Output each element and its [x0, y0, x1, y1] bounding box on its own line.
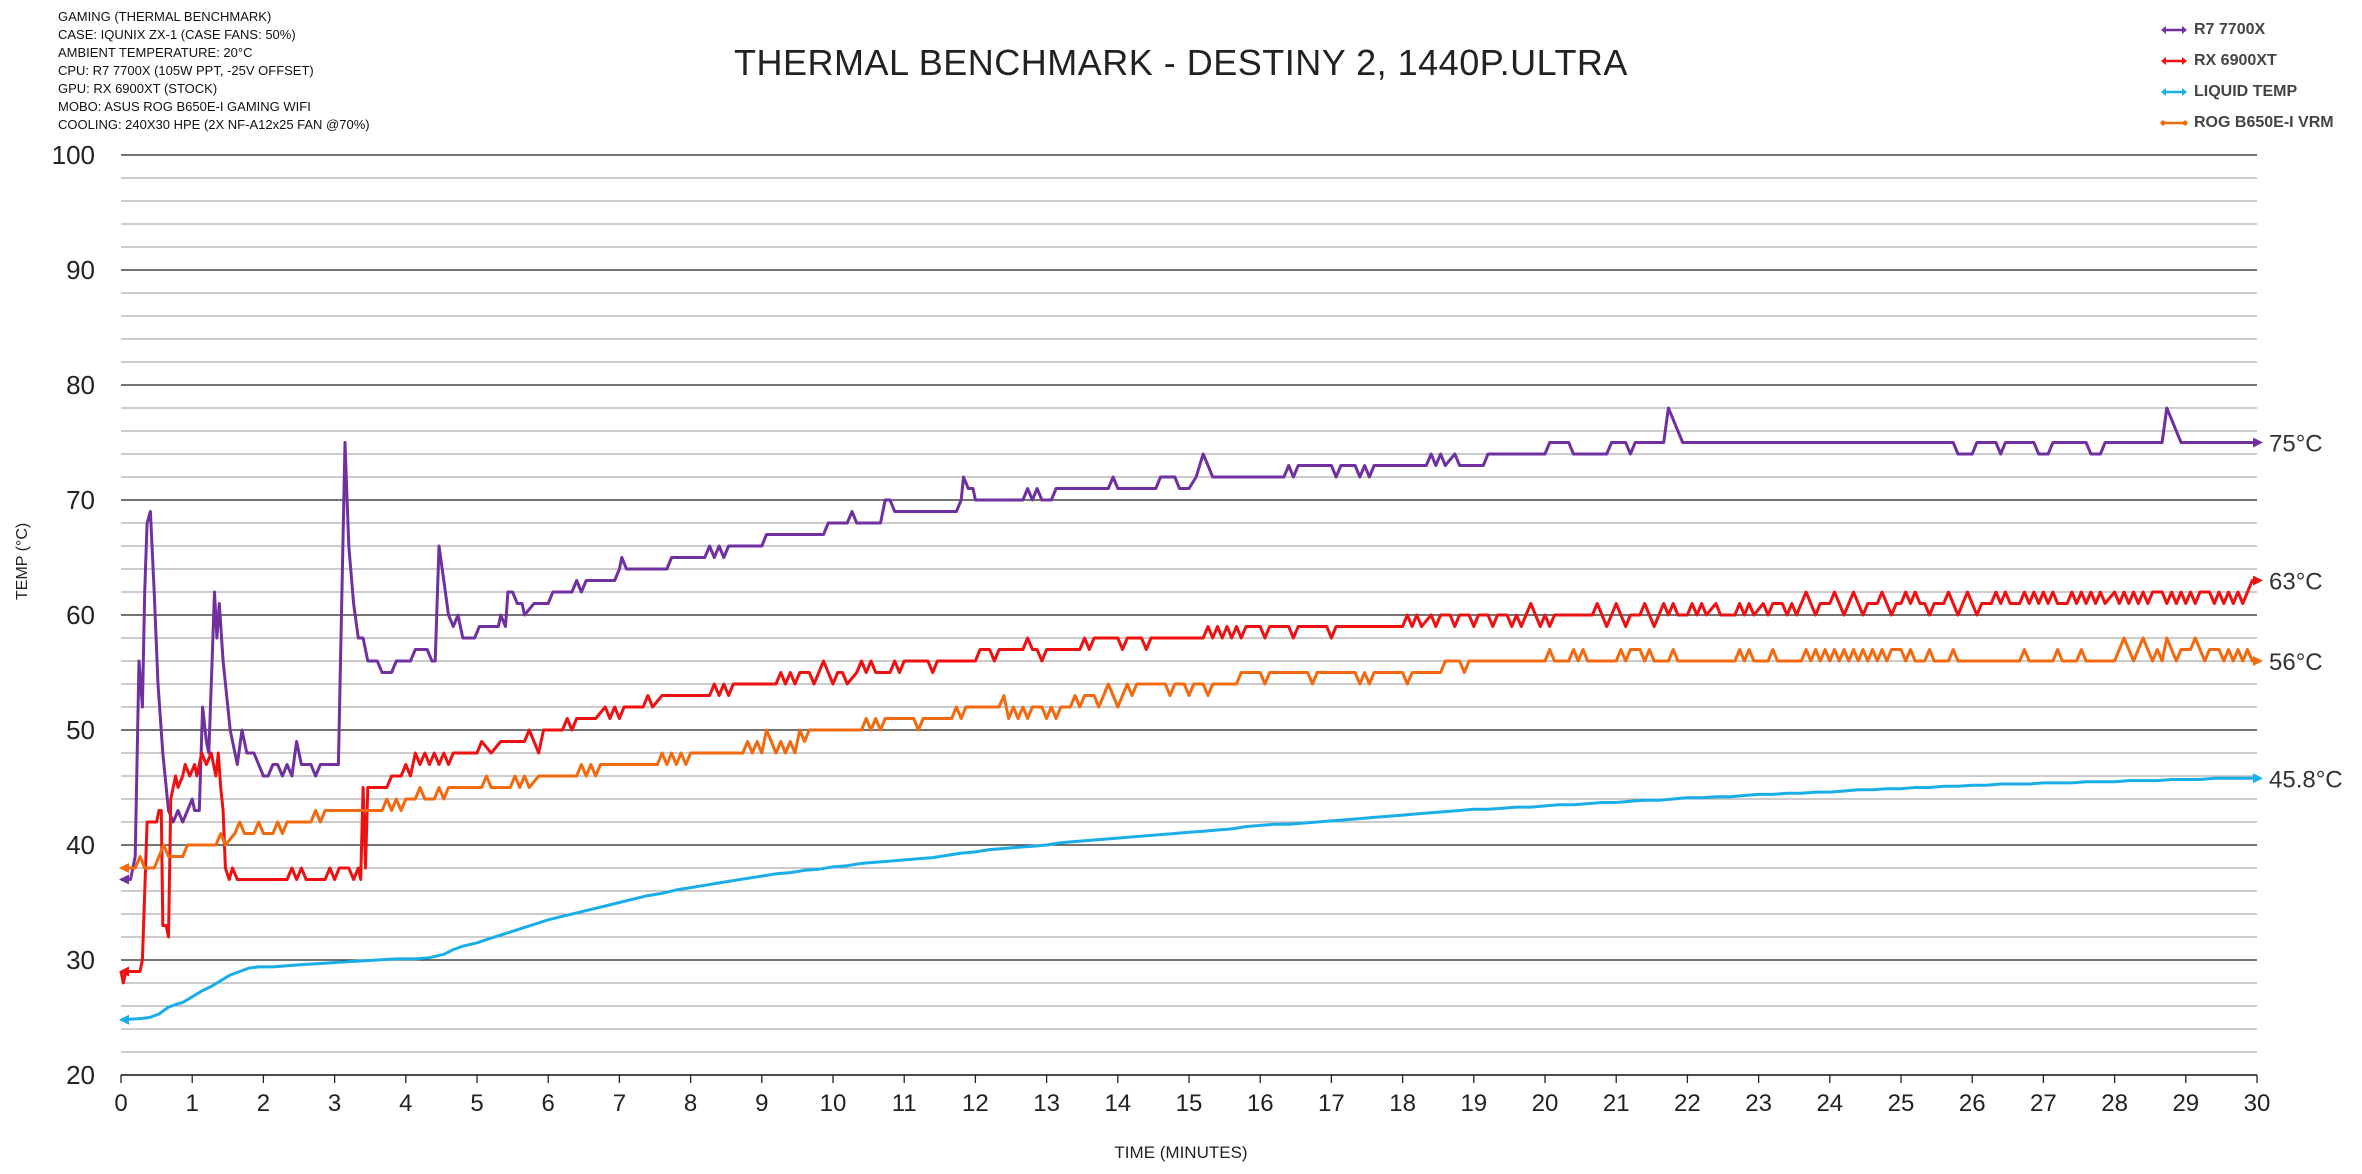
- info-line: GAMING (THERMAL BENCHMARK): [58, 9, 272, 24]
- series-line-rog-b650e-i-vrm: [121, 636, 2257, 870]
- info-line: CPU: R7 7700X (105W PPT, -25V OFFSET): [58, 63, 314, 78]
- x-axis-title: TIME (MINUTES): [1114, 1143, 1248, 1162]
- series-end-label-r7-7700x: 75°C: [2269, 431, 2323, 458]
- x-tick-label: 2: [257, 1090, 270, 1117]
- series-end-label-liquid-temp: 45.8°C: [2269, 766, 2343, 793]
- x-tick-label: 25: [1888, 1090, 1915, 1117]
- legend-swatch-rog-b650e-vrm: [2160, 120, 2188, 125]
- series-start-marker-liquid-temp: [119, 1014, 129, 1025]
- x-tick-label: 30: [2244, 1090, 2271, 1117]
- x-tick-label: 11: [892, 1090, 917, 1117]
- x-tick-label: 21: [1603, 1090, 1630, 1117]
- x-tick-label: 15: [1176, 1090, 1203, 1117]
- legend-label: RX 6900XT: [2194, 51, 2277, 69]
- legend-swatch-rx-6900xt: [2161, 56, 2187, 65]
- series-line-liquid-temp: [120, 776, 2257, 1022]
- info-line: AMBIENT TEMPERATURE: 20°C: [58, 45, 253, 60]
- series-line-rx-6900xt: [119, 579, 2257, 985]
- benchmark-info: GAMING (THERMAL BENCHMARK) CASE: IQUNIX …: [58, 8, 370, 134]
- x-tick-label: 24: [1816, 1090, 1843, 1117]
- series-end-marker-r7-7700x: [2253, 437, 2263, 448]
- x-tick-label: 19: [1460, 1090, 1487, 1117]
- x-tick-label: 26: [1959, 1090, 1986, 1117]
- y-tick-label: 70: [66, 485, 95, 515]
- x-tick-label: 22: [1674, 1090, 1701, 1117]
- y-tick-label: 90: [66, 255, 95, 285]
- legend-item-rx-6900xt: RX 6900XT: [2160, 45, 2334, 76]
- y-tick-label: 60: [66, 600, 95, 630]
- legend-label: ROG B650E-I VRM: [2194, 113, 2334, 131]
- info-line: GPU: RX 6900XT (STOCK): [58, 81, 218, 96]
- x-tick-label: 18: [1389, 1090, 1416, 1117]
- y-tick-label: 100: [52, 140, 95, 170]
- info-line: CASE: IQUNIX ZX-1 (CASE FANS: 50%): [58, 27, 296, 42]
- series-line-r7-7700x: [121, 406, 2257, 881]
- series-start-marker-rog-b650e-i-vrm: [119, 863, 129, 873]
- x-tick-label: 20: [1532, 1090, 1559, 1117]
- x-tick-label: 3: [328, 1090, 341, 1117]
- chart-legend: R7 7700X RX 6900XT LIQUID TEMP ROG B650E…: [2160, 14, 2334, 138]
- grid-lines: [121, 154, 2257, 1076]
- x-tick-label: 5: [470, 1090, 483, 1117]
- x-tick-label: 14: [1104, 1090, 1131, 1117]
- chart-title: THERMAL BENCHMARK - DESTINY 2, 1440P.ULT…: [734, 42, 1628, 83]
- x-tick-label: 10: [820, 1090, 847, 1117]
- legend-swatch-liquid-temp: [2161, 87, 2187, 96]
- legend-item-liquid-temp: LIQUID TEMP: [2160, 76, 2334, 107]
- x-tick-label: 4: [399, 1090, 412, 1117]
- y-tick-label: 80: [66, 370, 95, 400]
- series-end-label-rog-b650e-i-vrm: 56°C: [2269, 649, 2323, 676]
- series-lines: [119, 406, 2263, 1025]
- info-line: MOBO: ASUS ROG B650E-I GAMING WIFI: [58, 99, 311, 114]
- x-tick-label: 29: [2172, 1090, 2199, 1117]
- x-tick-label: 9: [755, 1090, 768, 1117]
- x-tick-label: 12: [962, 1090, 989, 1117]
- x-tick-label: 27: [2030, 1090, 2057, 1117]
- y-tick-label: 30: [66, 945, 95, 975]
- y-tick-label: 50: [66, 715, 95, 745]
- series-end-marker-rog-b650e-i-vrm: [2253, 656, 2263, 666]
- x-tick-label: 13: [1033, 1090, 1060, 1117]
- series-start-marker-rx-6900xt: [119, 966, 129, 977]
- legend-item-rog-b650e-vrm: ROG B650E-I VRM: [2160, 107, 2334, 138]
- info-line: COOLING: 240X30 HPE (2X NF-A12x25 FAN @7…: [58, 117, 370, 132]
- x-tick-label: 28: [2101, 1090, 2128, 1117]
- series-end-label-rx-6900xt: 63°C: [2269, 569, 2323, 596]
- x-tick-label: 17: [1318, 1090, 1345, 1117]
- x-tick-label: 16: [1247, 1090, 1274, 1117]
- legend-label: LIQUID TEMP: [2194, 82, 2298, 100]
- series-start-marker-r7-7700x: [119, 874, 129, 885]
- legend-label: R7 7700X: [2194, 20, 2266, 38]
- legend-item-r7-7700x: R7 7700X: [2160, 14, 2334, 45]
- y-tick-label: 40: [66, 830, 95, 860]
- x-tick-label: 1: [186, 1090, 199, 1117]
- series-end-marker-liquid-temp: [2253, 773, 2263, 784]
- axes: [120, 1074, 2258, 1083]
- x-tick-label: 23: [1745, 1090, 1772, 1117]
- x-tick-label: 7: [613, 1090, 626, 1117]
- y-tick-label: 20: [66, 1060, 95, 1090]
- x-tick-label: 0: [114, 1090, 127, 1117]
- legend-swatch-r7-7700x: [2161, 25, 2187, 34]
- x-tick-label: 8: [684, 1090, 697, 1117]
- series-end-marker-rx-6900xt: [2253, 575, 2263, 586]
- x-tick-label: 6: [542, 1090, 555, 1117]
